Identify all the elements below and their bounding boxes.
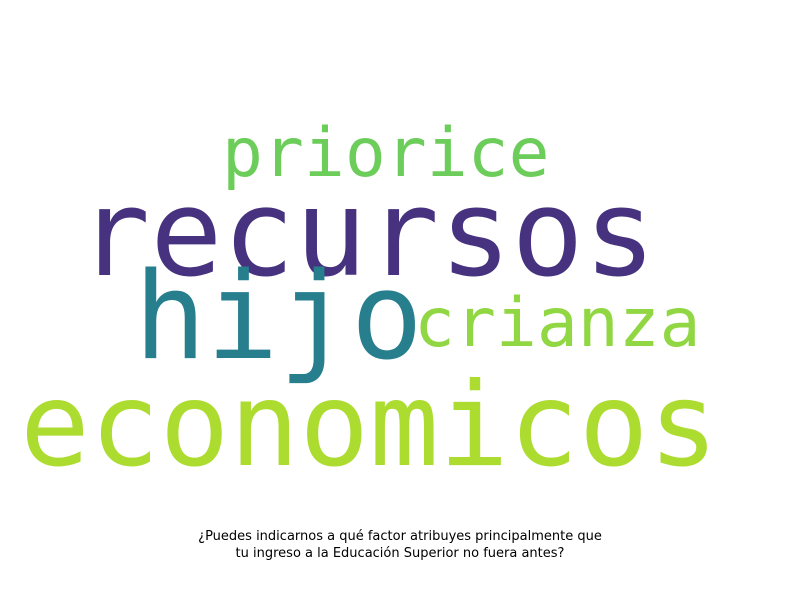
word-crianza: crianza — [414, 284, 701, 363]
word-recursos: recursos — [78, 165, 656, 304]
caption-line-1: ¿Puedes indicarnos a qué factor atribuye… — [198, 529, 602, 544]
word-cloud: priorice recursos hijo crianza economico… — [20, 114, 719, 493]
question-caption: ¿Puedes indicarnos a qué factor atribuye… — [0, 528, 800, 562]
caption-line-2: tu ingreso a la Educación Superior no fu… — [235, 546, 565, 561]
word-priorice: priorice — [222, 114, 550, 193]
word-hijo: hijo — [134, 248, 423, 387]
word-economicos: economicos — [20, 358, 719, 493]
